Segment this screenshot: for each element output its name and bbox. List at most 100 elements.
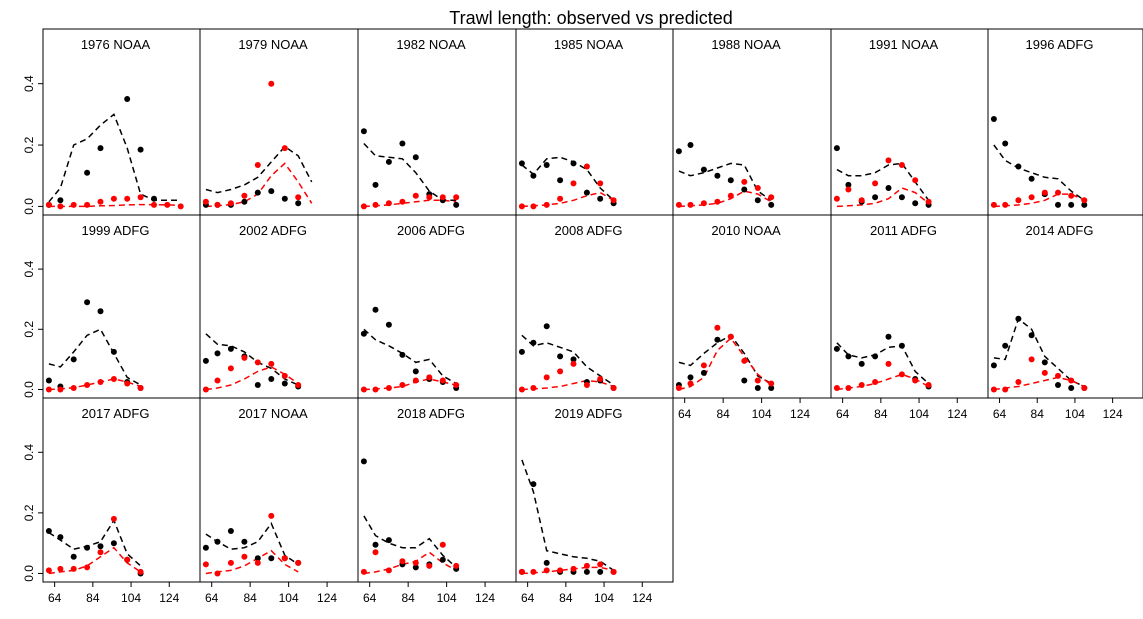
observed-point-red [518,386,525,393]
observed-point-red [241,192,248,199]
observed-point-red [1081,197,1088,204]
x-tick-label: 104 [437,591,457,605]
observed-point-black [124,96,131,102]
observed-point-black [754,197,761,204]
observed-point-red [597,180,604,187]
predicted-line-black [521,334,615,386]
predicted-line-red [205,366,299,391]
observed-point-red [768,380,775,387]
observed-point-red [84,382,91,388]
observed-point-red [385,385,392,391]
observed-point-black [214,350,221,357]
x-tick-label: 124 [317,591,337,605]
observed-point-red [385,567,392,574]
x-tick-label: 84 [1031,407,1045,421]
observed-point-black [727,177,734,184]
x-tick-label: 124 [475,591,495,605]
observed-point-red [412,377,419,384]
y-tick-label: 0.4 [22,260,36,277]
observed-point-black [268,555,275,562]
observed-point-black [412,154,419,161]
observed-point-black [1015,315,1022,322]
observed-point-red [57,203,64,210]
observed-point-black [84,169,91,176]
observed-point-red [597,376,604,382]
panel-label: 1996 ADFG [1026,37,1094,52]
observed-point-black [858,360,865,367]
observed-point-black [241,538,248,545]
x-tick-label: 104 [1065,407,1085,421]
observed-point-red [1028,194,1035,201]
observed-point-black [885,333,892,340]
observed-point-black [741,377,748,384]
observed-point-red [97,549,104,556]
panel: 2019 ADFG 64 84 104 124 [515,397,674,605]
observed-point-red [675,201,682,208]
observed-point-red [530,385,537,391]
x-tick-label: 104 [279,591,299,605]
observed-point-red [360,203,367,210]
observed-point-black [84,544,91,551]
observed-point-black [202,357,209,364]
observed-point-red [687,201,694,208]
observed-point-red [833,385,840,391]
panel: 2017 NOAA 64 84 104 124 [199,397,359,605]
observed-point-red [399,382,406,388]
panel-frame [515,397,674,583]
observed-point-red [858,197,865,204]
observed-point-red [426,374,433,381]
observed-point-red [675,385,682,391]
panel-frame [357,397,517,583]
observed-point-black [202,544,209,551]
observed-point-black [227,345,234,352]
observed-point-black [281,380,288,387]
observed-point-red [898,371,905,378]
observed-point-black [845,353,852,360]
observed-point-black [1028,175,1035,182]
observed-point-black [151,195,157,202]
panel-label: 1982 NOAA [396,37,466,52]
observed-point-red [530,568,537,575]
observed-point-red [254,559,261,566]
predicted-line-black [678,334,772,385]
observed-point-red [845,186,852,193]
observed-point-red [543,201,550,208]
observed-point-red [372,201,379,208]
observed-point-red [412,559,419,566]
predicted-line-black [521,459,615,572]
x-tick-label: 64 [363,591,377,605]
panel-label: 1999 ADFG [82,223,150,238]
predicted-line-black [48,328,141,386]
observed-point-red [583,382,590,388]
panel-label: 1988 NOAA [711,37,781,52]
observed-point-red [254,162,261,168]
observed-point-red [97,198,104,205]
observed-point-red [97,379,104,385]
observed-point-black [241,198,248,205]
observed-point-black [1068,385,1075,391]
observed-point-red [241,354,248,361]
observed-point-black [768,201,775,208]
panel: 2010 NOAA 64 84 104 124 [672,214,832,421]
x-tick-label: 104 [909,407,929,421]
y-tick-label: 0.2 [22,136,36,153]
observed-point-red [385,200,392,207]
x-tick-label: 84 [401,591,415,605]
panel-label: 2017 NOAA [238,406,308,421]
observed-point-black [543,323,550,330]
x-tick-label: 124 [790,407,810,421]
x-tick-label: 84 [874,407,888,421]
observed-point-red [885,360,892,367]
observed-point-red [281,372,288,379]
panel: 2017 ADFG 0.0 0.2 0.4 64 84 104 124 [22,397,201,605]
predicted-line-black [205,522,299,566]
observed-point-black [741,186,748,193]
observed-point-black [372,541,379,548]
x-tick-label: 64 [205,591,219,605]
observed-point-red [858,382,865,388]
observed-point-black [583,189,590,196]
observed-point-red [360,386,367,393]
panel-frame [987,28,1143,216]
observed-point-red [1002,201,1009,208]
observed-point-black [872,353,879,360]
